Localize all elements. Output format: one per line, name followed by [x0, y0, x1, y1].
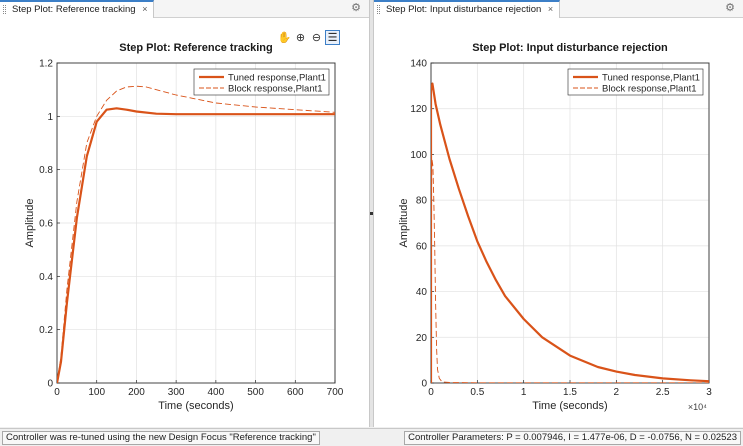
- x-axis-label: Time (seconds): [158, 400, 233, 412]
- disturbance-rejection-chart[interactable]: Step Plot: Input disturbance rejection 0 0…: [374, 18, 743, 428]
- reference-tracking-svg[interactable]: Step Plot: Reference tracking 0 100 200 300 4…: [0, 18, 370, 428]
- x-tick-label: 700: [327, 387, 344, 398]
- y-tick-label: 20: [416, 333, 428, 344]
- y-tick-label: 0.8: [39, 165, 53, 176]
- controller-parameters-readout: Controller Parameters: P = 0.007946, I =…: [404, 431, 741, 445]
- y-tick-label: 40: [416, 287, 428, 298]
- x-tick-label: 100: [88, 387, 105, 398]
- zoom-out-icon[interactable]: ⊖: [311, 32, 322, 44]
- tab-label: Step Plot: Reference tracking: [12, 4, 136, 15]
- legend-entry: Tuned response,Plant1: [228, 73, 326, 84]
- x-tick-label: 200: [128, 387, 145, 398]
- pan-hand-icon[interactable]: ✋: [277, 32, 292, 44]
- y-tick-label: 100: [410, 150, 427, 161]
- y-tick-label: 1.2: [39, 59, 53, 70]
- y-axis-label: Amplitude: [398, 199, 410, 248]
- chart-title: Step Plot: Reference tracking: [119, 42, 272, 54]
- legend-entry: Tuned response,Plant1: [602, 73, 700, 84]
- x-tick-label: 2: [614, 387, 620, 398]
- x-tick-label: 3: [706, 387, 712, 398]
- x-tick-label: 2.5: [656, 387, 670, 398]
- y-tick-label: 0: [47, 379, 53, 390]
- y-tick-label: 0: [421, 379, 427, 390]
- y-axis-label: Amplitude: [24, 199, 36, 248]
- x-tick-label: 1: [521, 387, 527, 398]
- reference-tracking-panel: Step Plot: Reference tracking × ⚙ Step P…: [0, 0, 370, 427]
- block-response-line: [57, 85, 335, 383]
- legend-toggle-icon[interactable]: ☰: [325, 30, 340, 45]
- chart-title: Step Plot: Input disturbance rejection: [472, 42, 668, 54]
- legend-box: [193, 68, 330, 96]
- y-tick-label: 140: [410, 59, 427, 70]
- x-axis-label: Time (seconds): [532, 400, 607, 412]
- x-tick-label: 500: [247, 387, 264, 398]
- disturbance-rejection-panel: Step Plot: Input disturbance rejection ×…: [373, 0, 743, 427]
- tab-drag-grip-icon[interactable]: [377, 5, 380, 14]
- tab-label: Step Plot: Input disturbance rejection: [386, 4, 542, 15]
- axes-toolbar: ✋ ⊕ ⊖ ☰: [277, 30, 340, 46]
- y-tick-label: 120: [410, 104, 427, 115]
- block-response-line: [431, 158, 709, 383]
- tuned-response-line: [431, 82, 709, 383]
- right-tab-bar: Step Plot: Input disturbance rejection ×…: [374, 0, 743, 18]
- x-tick-label: 0: [428, 387, 434, 398]
- tab-reference-tracking[interactable]: Step Plot: Reference tracking ×: [0, 0, 155, 18]
- y-tick-label: 80: [416, 196, 428, 207]
- close-tab-icon[interactable]: ×: [142, 4, 148, 14]
- legend-box: [567, 68, 704, 96]
- tuned-response-line: [57, 107, 335, 383]
- x-tick-label: 0.5: [470, 387, 484, 398]
- zoom-in-icon[interactable]: ⊕: [295, 32, 306, 44]
- status-bar: Controller was re-tuned using the new De…: [0, 428, 743, 446]
- x-tick-label: 300: [168, 387, 185, 398]
- y-tick-label: 0.2: [39, 325, 53, 336]
- x-exponent-label: ×10⁴: [688, 402, 707, 412]
- plot-border: [56, 62, 336, 384]
- x-tick-label: 0: [54, 387, 60, 398]
- tab-input-disturbance-rejection[interactable]: Step Plot: Input disturbance rejection ×: [374, 0, 561, 18]
- y-tick-label: 0.4: [39, 272, 53, 283]
- status-message: Controller was re-tuned using the new De…: [2, 431, 320, 445]
- tab-drag-grip-icon[interactable]: [3, 5, 6, 14]
- y-tick-label: 60: [416, 241, 428, 252]
- x-tick-label: 1.5: [563, 387, 577, 398]
- reference-tracking-chart[interactable]: Step Plot: Reference tracking 0 100 200 300 4…: [0, 18, 370, 428]
- x-tick-label: 600: [287, 387, 304, 398]
- legend-entry: Block response,Plant1: [602, 84, 697, 95]
- legend-entry: Block response,Plant1: [228, 84, 323, 95]
- gear-icon[interactable]: ⚙: [725, 2, 735, 14]
- x-tick-label: 400: [208, 387, 225, 398]
- y-tick-label: 0.6: [39, 219, 53, 230]
- left-tab-bar: Step Plot: Reference tracking × ⚙: [0, 0, 369, 18]
- y-tick-label: 1: [47, 112, 53, 123]
- gear-icon[interactable]: ⚙: [351, 2, 361, 14]
- close-tab-icon[interactable]: ×: [547, 4, 554, 14]
- splitter-grip-icon[interactable]: [370, 212, 373, 215]
